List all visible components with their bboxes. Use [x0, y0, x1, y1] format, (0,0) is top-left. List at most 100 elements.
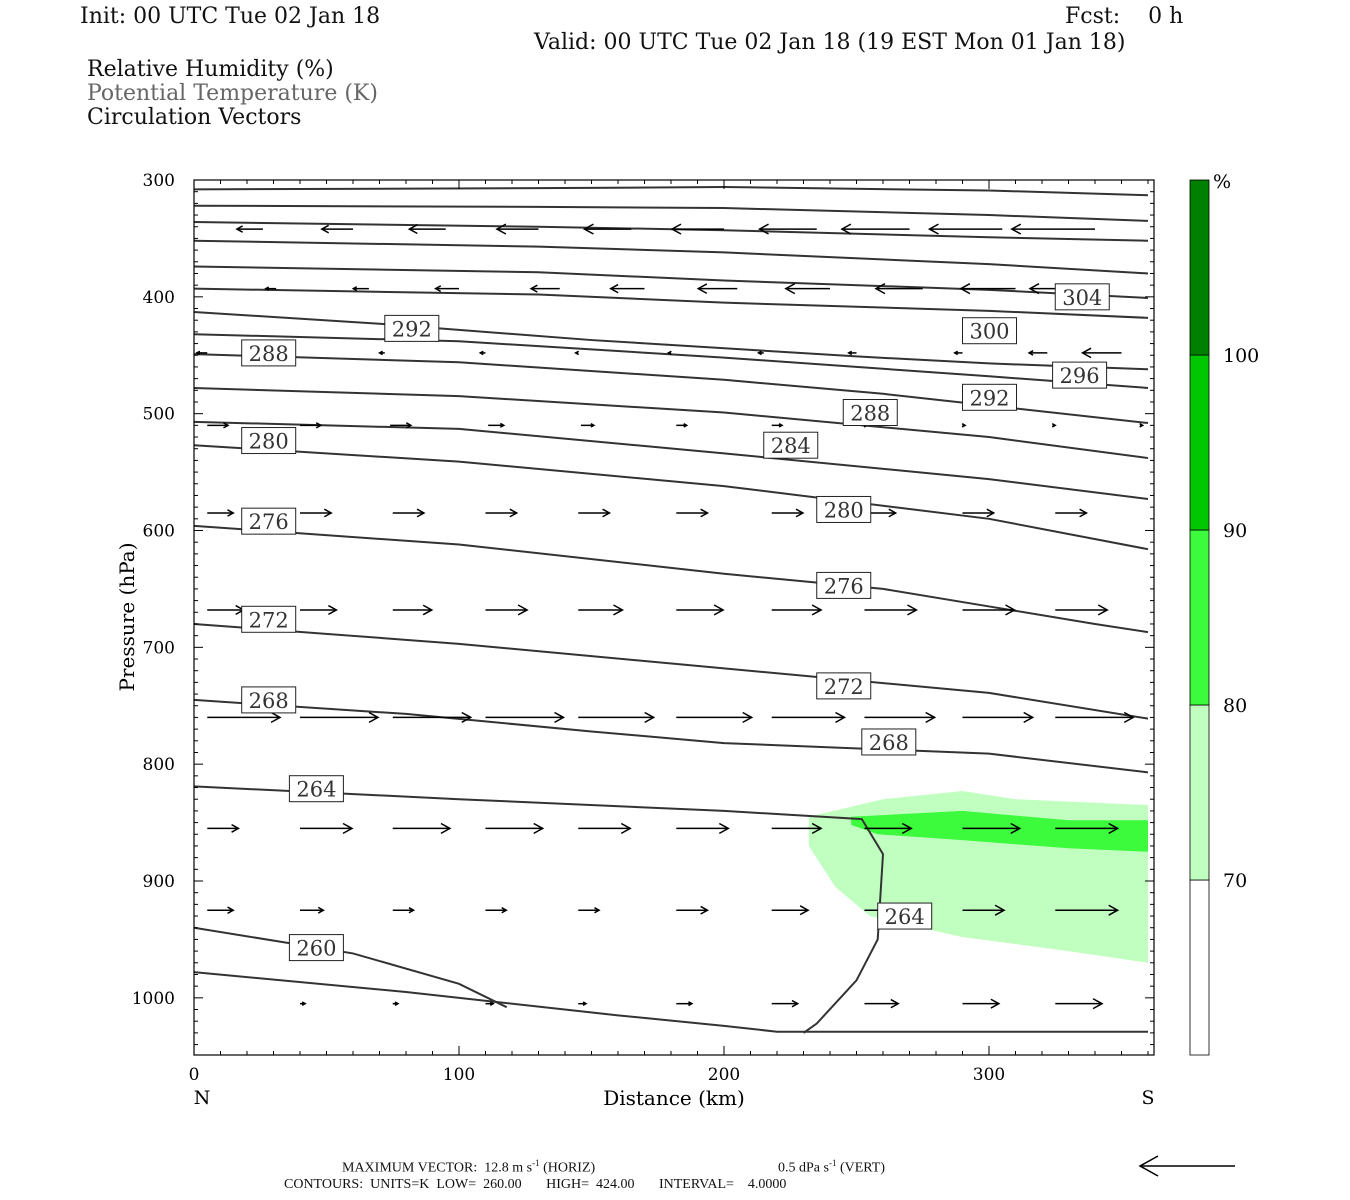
- contour-label-box: [384, 314, 440, 342]
- y-tick-label: 400: [143, 288, 175, 308]
- vector-head: [925, 711, 937, 724]
- circulation-vector: [434, 285, 459, 293]
- contour-label: 264: [288, 775, 344, 803]
- contour-label-box: [1052, 361, 1108, 389]
- circulation-vector: [235, 225, 263, 233]
- max-vector-vert-exp: -1: [828, 1158, 837, 1168]
- circulation-vector: [578, 604, 625, 616]
- forecast-hour: Fcst: 0 h: [1065, 4, 1184, 29]
- circulation-vector: [207, 906, 235, 915]
- vector-head: [582, 1001, 588, 1006]
- rh-shade-80: [851, 810, 1148, 852]
- circulation-vector: [320, 224, 353, 234]
- contour-label: 292: [962, 383, 1017, 411]
- vector-head: [961, 423, 967, 428]
- contour-label-box: [763, 431, 819, 459]
- circulation-vector: [864, 998, 900, 1009]
- circulation-vector: [676, 1001, 694, 1007]
- circulation-vector: [962, 904, 1006, 916]
- circulation-vector: [300, 508, 333, 518]
- vector-head: [235, 225, 243, 233]
- circulation-vector: [392, 1001, 400, 1006]
- circulation-vector: [392, 822, 452, 835]
- circulation-vector: [392, 508, 426, 518]
- vector-head: [1139, 423, 1145, 428]
- circulation-vector: [390, 422, 413, 429]
- y-tick-label: 500: [143, 405, 175, 425]
- theta-contour-276: [194, 524, 1149, 634]
- circulation-vector: [1139, 423, 1145, 428]
- circulation-vector: [207, 823, 241, 833]
- circulation-vector: [392, 711, 473, 724]
- circulation-vector: [771, 423, 784, 428]
- init-time: Init: 00 UTC Tue 02 Jan 18: [80, 4, 381, 29]
- circulation-vector: [676, 905, 710, 915]
- circulation-vector: [378, 350, 385, 356]
- vector-head: [756, 350, 762, 356]
- vector-head: [590, 423, 596, 428]
- circulation-vector: [392, 907, 416, 914]
- vector-head: [670, 223, 682, 235]
- contour-label-text: 292: [969, 386, 1009, 410]
- circulation-vector: [927, 223, 1003, 235]
- vector-head: [517, 604, 529, 616]
- circulation-vector: [676, 423, 689, 428]
- north-label: N: [194, 1087, 211, 1109]
- x-tick-label: 300: [973, 1065, 1005, 1085]
- circulation-vector: [578, 907, 601, 914]
- circulation-vector: [962, 508, 996, 518]
- circulation-vector: [609, 283, 645, 294]
- vector-head: [888, 508, 898, 518]
- theta-contour-unlabeled-0: [194, 186, 1149, 197]
- contour-label-text: 268: [869, 731, 909, 755]
- circulation-vector: [578, 508, 612, 518]
- theta-contour-unlabeled-17: [194, 971, 1148, 1033]
- contour-label-text: 284: [771, 434, 811, 458]
- vector-head: [1023, 711, 1035, 724]
- vector-head: [478, 350, 484, 356]
- contour-label: 296: [1052, 361, 1108, 389]
- circulation-vector: [864, 822, 913, 835]
- valid-time: Valid: 00 UTC Tue 02 Jan 18 (19 EST Mon …: [534, 30, 1126, 55]
- circulation-vector: [771, 604, 823, 616]
- contour-label: 276: [241, 507, 297, 535]
- vector-head: [405, 422, 413, 429]
- colorbar-level-label: 100: [1223, 345, 1259, 367]
- circulation-vector: [757, 223, 817, 235]
- contour-label-text: 260: [296, 937, 336, 961]
- circulation-vector: [578, 822, 632, 835]
- circulation-vector: [495, 223, 539, 235]
- contour-label: 260: [288, 934, 344, 962]
- colorbar-segment: [1189, 879, 1210, 1056]
- vector-head: [602, 508, 612, 518]
- vector-head: [368, 711, 380, 724]
- vector-head: [700, 905, 710, 915]
- vector-head: [394, 1001, 400, 1006]
- circulation-vector: [485, 822, 545, 835]
- legend-rh: Relative Humidity (%): [87, 57, 334, 82]
- theta-contour-300: [194, 311, 1149, 371]
- circulation-vector: [264, 286, 277, 291]
- vector-head: [499, 422, 506, 428]
- colorbar-level-label: 70: [1223, 870, 1247, 892]
- circulation-vector: [485, 508, 519, 518]
- circulation-vector: [696, 283, 738, 295]
- vector-head: [890, 998, 900, 1009]
- vector-head: [434, 285, 442, 293]
- circulation-vector: [485, 1001, 495, 1006]
- circulation-vector: [756, 350, 764, 356]
- circulation-vector: [864, 711, 937, 724]
- contour-label-box: [861, 728, 917, 756]
- theta-contour-280: [194, 444, 1149, 551]
- circulation-vector: [962, 711, 1035, 724]
- vector-head: [509, 508, 519, 518]
- contour-label-text: 272: [824, 675, 864, 699]
- vector-head: [696, 283, 708, 295]
- vector-head: [195, 350, 201, 356]
- vector-head: [422, 604, 434, 616]
- vector-head: [1010, 822, 1022, 835]
- theta-contour-unlabeled-4: [194, 265, 1149, 300]
- contour-label-text: 268: [249, 689, 289, 713]
- circulation-vector: [953, 350, 963, 356]
- vector-head: [811, 604, 823, 616]
